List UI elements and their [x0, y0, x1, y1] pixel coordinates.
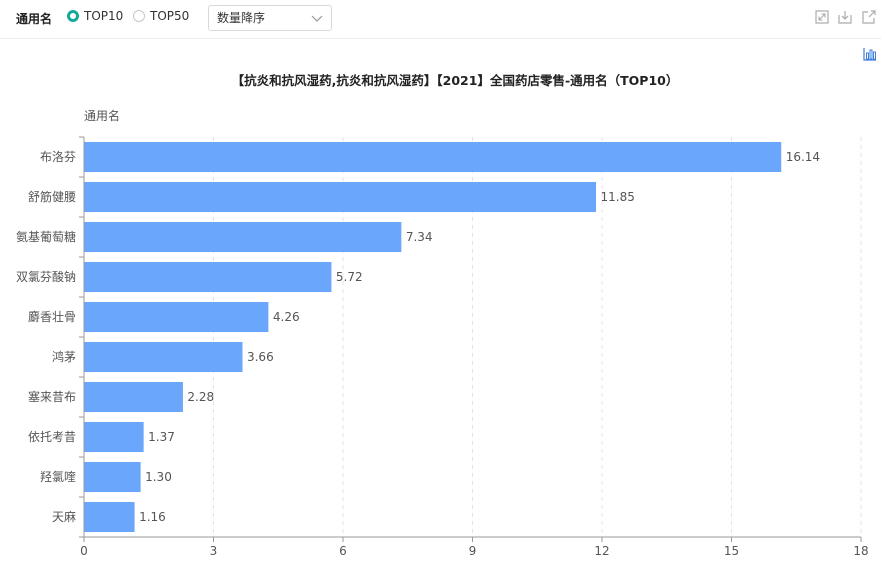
- category-label: 羟氯喹: [40, 469, 76, 484]
- data-label: 11.85: [601, 190, 635, 204]
- data-label: 1.30: [145, 470, 172, 484]
- category-label: 依托考昔: [28, 429, 76, 444]
- data-label: 1.16: [139, 510, 166, 524]
- fullscreen-icon[interactable]: [815, 10, 829, 24]
- x-tick-label: 0: [80, 544, 88, 558]
- y-axis-title: 通用名: [84, 108, 120, 123]
- data-label: 4.26: [273, 310, 300, 324]
- category-label: 鸿茅: [52, 350, 76, 364]
- data-label: 2.28: [187, 390, 214, 404]
- radio-top10[interactable]: TOP10: [67, 9, 123, 23]
- category-label: 布洛芬: [40, 149, 76, 164]
- bar: [84, 222, 402, 252]
- chart-title: 【抗炎和抗风湿药,抗炎和抗风湿药】【2021】全国药店零售-通用名（TOP10）: [232, 73, 679, 88]
- bar: [84, 142, 782, 172]
- download-icon[interactable]: [838, 10, 852, 24]
- x-tick-label: 3: [210, 544, 218, 558]
- radio-selected-icon: [67, 10, 79, 22]
- sort-select[interactable]: 数量降序: [208, 5, 332, 31]
- x-tick-label: 12: [594, 544, 609, 558]
- sort-select-value: 数量降序: [217, 11, 266, 25]
- radio-unselected-icon: [133, 10, 145, 22]
- radio-top50-label: TOP50: [150, 9, 190, 23]
- category-label: 塞来昔布: [28, 389, 76, 404]
- x-tick-label: 9: [469, 544, 477, 558]
- chevron-down-icon: [311, 15, 323, 22]
- data-label: 7.34: [406, 230, 433, 244]
- x-tick-label: 15: [724, 544, 739, 558]
- x-tick-label: 18: [853, 544, 868, 558]
- bar: [84, 502, 135, 532]
- x-tick-label: 6: [339, 544, 347, 558]
- radio-top10-label: TOP10: [84, 9, 124, 23]
- bar: [84, 342, 243, 372]
- bar: [84, 182, 597, 212]
- bar: [84, 382, 183, 412]
- chart-toolbar: 通用名 TOP10 TOP50 数量降序: [0, 0, 881, 39]
- category-label: 麝香壮骨: [28, 309, 76, 324]
- data-label: 3.66: [247, 350, 274, 364]
- bar: [84, 262, 332, 292]
- category-label: 天麻: [52, 509, 76, 524]
- dimension-label: 通用名: [16, 12, 53, 26]
- data-label: 5.72: [336, 270, 363, 284]
- bar: [84, 422, 144, 452]
- chart-type-icon[interactable]: [863, 47, 877, 61]
- category-label: 氨基葡萄糖: [16, 229, 76, 244]
- radio-top50[interactable]: TOP50: [133, 9, 189, 23]
- data-label: 16.14: [786, 150, 820, 164]
- data-label: 1.37: [148, 430, 175, 444]
- bar: [84, 302, 269, 332]
- category-label: 舒筋健腰: [28, 189, 76, 204]
- category-label: 双氯芬酸钠: [16, 269, 76, 284]
- export-icon[interactable]: [862, 10, 876, 24]
- bar: [84, 462, 141, 492]
